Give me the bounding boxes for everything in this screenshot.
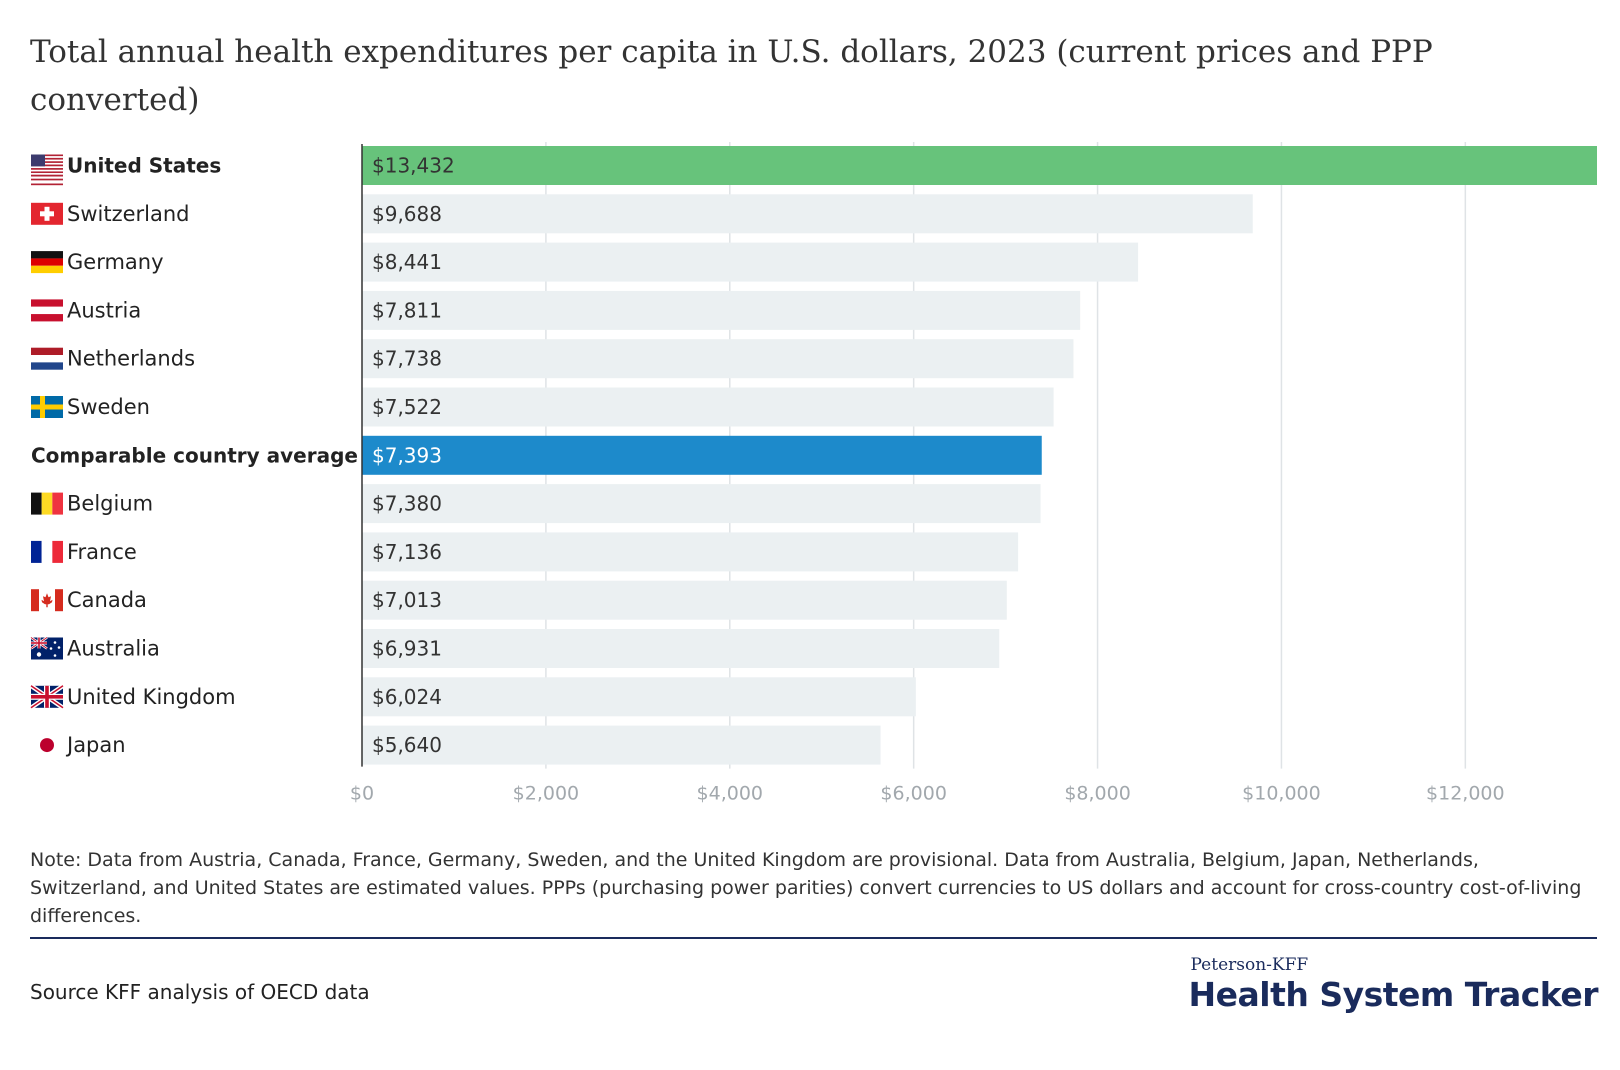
bar bbox=[362, 242, 1139, 282]
bar bbox=[362, 435, 1042, 475]
x-tick-label: $0 bbox=[350, 783, 374, 805]
chart-note: Note: Data from Austria, Canada, France,… bbox=[30, 849, 1582, 927]
belgian-flag-icon bbox=[31, 492, 63, 515]
bar-value-label: $8,441 bbox=[372, 250, 442, 274]
bar-chart: $13,432 $9,688 $8,441 $7,811 $7,738 $7,522 $7,… bbox=[29, 142, 1597, 805]
bar bbox=[362, 387, 1054, 427]
brand-logo: Peterson-KFF Health System Tracker bbox=[1189, 955, 1599, 1015]
category-label: Sweden bbox=[67, 395, 150, 419]
x-tick-label: $8,000 bbox=[1064, 783, 1130, 805]
bar bbox=[362, 532, 1019, 572]
bar-value-label: $5,640 bbox=[372, 733, 442, 757]
bar bbox=[362, 725, 881, 765]
category-label: Switzerland bbox=[67, 202, 190, 226]
bar-value-label: $9,688 bbox=[372, 202, 442, 226]
bar bbox=[362, 194, 1253, 234]
category-label: Germany bbox=[67, 250, 164, 274]
category-label: Comparable country average bbox=[31, 443, 358, 467]
bar bbox=[362, 580, 1007, 620]
german-flag-icon bbox=[31, 251, 63, 274]
category-label: Canada bbox=[67, 588, 147, 612]
uk-flag-icon bbox=[29, 683, 65, 710]
source-text: Source KFF analysis of OECD data bbox=[30, 980, 370, 1004]
swedish-flag-icon bbox=[31, 396, 63, 418]
australian-flag-icon bbox=[30, 636, 63, 660]
bar bbox=[362, 677, 916, 717]
category-label: Netherlands bbox=[67, 347, 195, 371]
bar bbox=[362, 290, 1081, 330]
divider bbox=[30, 937, 1597, 939]
bar-value-label: $7,380 bbox=[372, 492, 442, 516]
bar-value-label: $6,931 bbox=[372, 637, 442, 661]
brand-small-text: Peterson-KFF bbox=[1190, 955, 1309, 975]
brand-large-text: Health System Tracker bbox=[1188, 975, 1599, 1014]
bar bbox=[362, 629, 1000, 668]
bar bbox=[362, 146, 1597, 185]
category-label: Japan bbox=[65, 733, 126, 757]
japanese-flag-icon bbox=[40, 738, 54, 753]
x-tick-label: $6,000 bbox=[880, 783, 946, 805]
french-flag-icon bbox=[31, 540, 63, 563]
chart-title: Total annual health expenditures per cap… bbox=[30, 34, 1433, 118]
bar-value-label: $7,522 bbox=[372, 395, 442, 419]
bar-value-label: $7,811 bbox=[372, 298, 442, 322]
x-tick-label: $10,000 bbox=[1242, 783, 1321, 805]
bar bbox=[362, 339, 1074, 379]
bar bbox=[362, 484, 1041, 524]
category-label: France bbox=[67, 540, 137, 564]
austrian-flag-icon bbox=[31, 299, 63, 322]
category-label: Australia bbox=[67, 637, 160, 661]
category-label: Austria bbox=[67, 298, 141, 322]
x-tick-label: $4,000 bbox=[697, 783, 763, 805]
bar-value-label: $7,393 bbox=[372, 443, 442, 467]
bar-value-label: $7,013 bbox=[372, 588, 442, 612]
category-label: United Kingdom bbox=[67, 685, 236, 709]
us-flag-icon bbox=[31, 154, 63, 186]
bar-value-label: $7,136 bbox=[372, 540, 442, 564]
dutch-flag-icon bbox=[31, 347, 63, 370]
bar-value-label: $6,024 bbox=[372, 685, 442, 709]
swiss-flag-icon bbox=[31, 202, 63, 225]
bar-value-label: $13,432 bbox=[372, 154, 455, 178]
category-label: Belgium bbox=[67, 492, 153, 516]
x-tick-label: $2,000 bbox=[513, 783, 579, 805]
category-label: United States bbox=[67, 154, 221, 178]
bar-value-label: $7,738 bbox=[372, 347, 442, 371]
x-tick-label: $12,000 bbox=[1426, 783, 1505, 805]
canadian-flag-icon bbox=[31, 589, 63, 612]
